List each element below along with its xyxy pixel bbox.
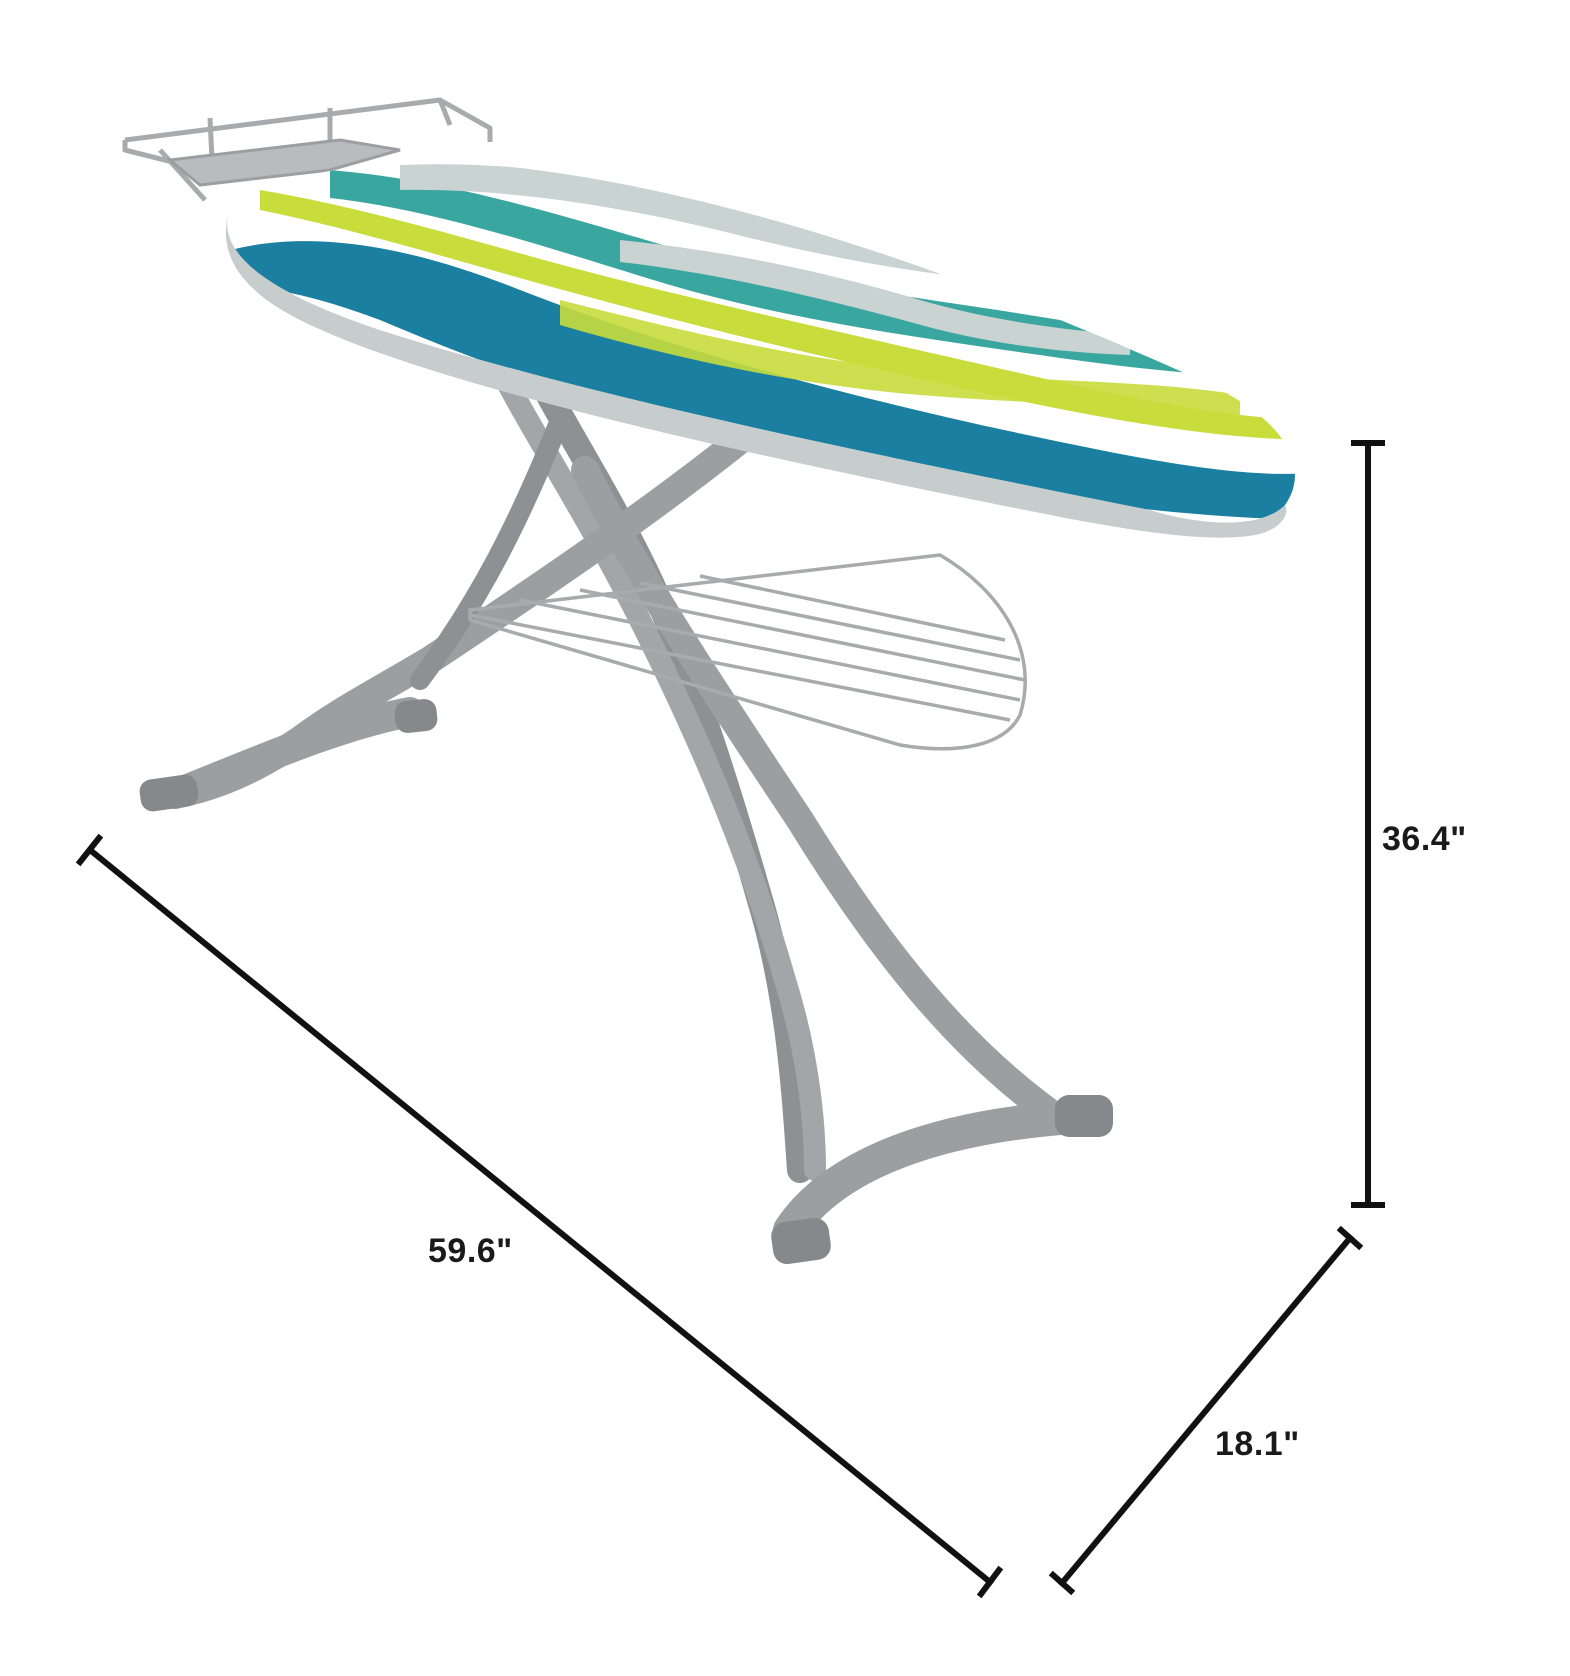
left-rear-foot-cap <box>139 774 199 812</box>
ironing-board-cover <box>227 160 1295 523</box>
length-dimension-label: 59.6" <box>428 1232 513 1270</box>
garment-shelf <box>468 553 1027 751</box>
depth-dimension-line <box>1048 1225 1364 1596</box>
right-leg <box>571 456 1113 1265</box>
height-dimension-line <box>1351 440 1385 1208</box>
left-front-foot-cap <box>394 699 438 733</box>
length-dimension-line <box>75 833 1004 1599</box>
depth-dimension-label: 18.1" <box>1215 1425 1300 1463</box>
height-dimension-label: 36.4" <box>1382 820 1467 858</box>
iron-rest-plate <box>166 138 401 187</box>
left-foot-bar <box>139 697 438 812</box>
right-rear-foot-cap <box>1055 1095 1113 1137</box>
right-front-foot-cap <box>771 1217 831 1265</box>
iron-rest <box>122 97 493 202</box>
dimension-lines <box>75 440 1385 1599</box>
